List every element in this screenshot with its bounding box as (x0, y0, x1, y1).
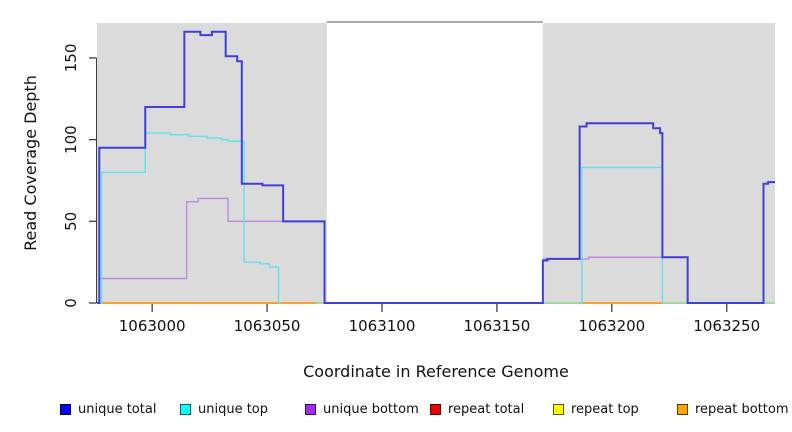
y-tick-label: 50 (62, 212, 80, 231)
series-unique-total-line (97, 30, 775, 304)
y-tick-label: 150 (62, 44, 80, 73)
coverage-region-band (97, 23, 327, 303)
series-unique-top-line (579, 166, 665, 304)
x-tick-label: 1063050 (234, 317, 301, 335)
x-tick-label: 1063100 (349, 317, 416, 335)
y-tick-label: 0 (62, 298, 80, 308)
y-axis-title: Read Coverage Depth (21, 75, 40, 251)
y-tick-label: 100 (62, 125, 80, 154)
x-tick-label: 1063200 (578, 317, 645, 335)
x-tick-label: 1063250 (693, 317, 760, 335)
x-axis-title: Coordinate in Reference Genome (303, 362, 569, 381)
x-tick-label: 1063000 (119, 317, 186, 335)
x-tick-label: 1063150 (463, 317, 530, 335)
coverage-region-band (542, 23, 775, 303)
